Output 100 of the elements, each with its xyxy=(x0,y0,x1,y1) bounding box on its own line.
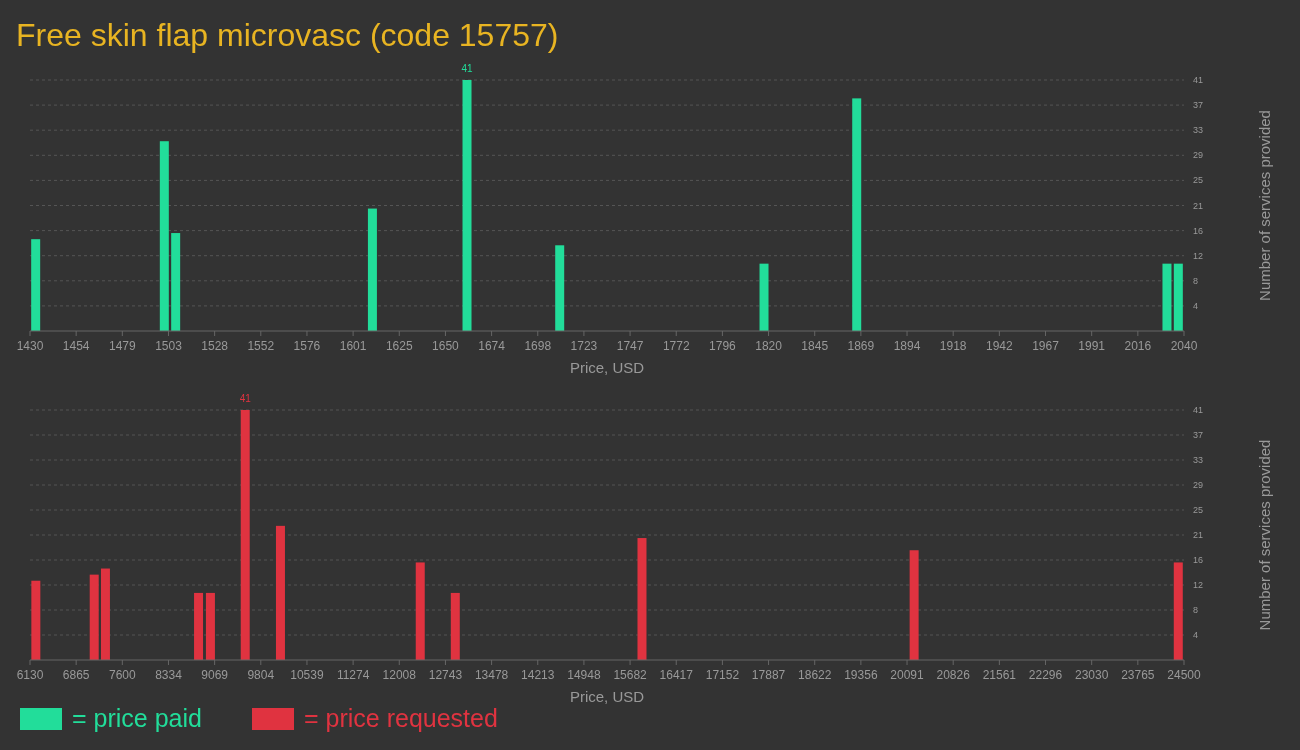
y-tick-label: 29 xyxy=(1193,480,1204,490)
bar xyxy=(159,141,169,331)
x-tick-label: 10539 xyxy=(290,668,324,682)
y-tick-label: 12 xyxy=(1193,580,1204,590)
y-tick-label: 21 xyxy=(1193,530,1204,540)
x-tick-label: 8334 xyxy=(155,668,183,682)
x-tick-label: 2016 xyxy=(1124,339,1152,353)
x-tick-label: 11274 xyxy=(336,668,370,682)
bar xyxy=(1162,263,1172,331)
bar xyxy=(759,263,769,331)
x-tick-label: 1942 xyxy=(986,339,1014,353)
bar xyxy=(31,239,41,331)
x-tick-label: 1528 xyxy=(201,339,229,353)
x-tick-label: 1601 xyxy=(339,339,367,353)
x-tick-label: 2040 xyxy=(1170,339,1198,353)
x-tick-label: 20091 xyxy=(890,668,925,682)
x-tick-label: 1820 xyxy=(755,339,783,353)
y-tick-label: 41 xyxy=(1193,75,1204,85)
bar xyxy=(450,592,460,660)
x-tick-label: 1479 xyxy=(108,339,136,353)
bar xyxy=(462,80,472,331)
x-tick-label: 1650 xyxy=(432,339,460,353)
x-tick-label: 20826 xyxy=(936,668,971,682)
y-tick-label: 8 xyxy=(1193,605,1199,615)
x-tick-label: 23765 xyxy=(1121,668,1155,682)
y-tick-label: 12 xyxy=(1193,250,1204,261)
x-tick-label: 21561 xyxy=(982,668,1017,682)
x-tick-label: 1698 xyxy=(524,339,552,353)
y-tick-label: 25 xyxy=(1193,505,1204,515)
bar xyxy=(1173,562,1183,660)
x-tick-label: 15682 xyxy=(613,668,648,682)
y-tick-label: 16 xyxy=(1193,555,1204,565)
y-tick-label: 29 xyxy=(1193,150,1204,161)
x-tick-label: 1576 xyxy=(293,339,321,353)
x-tick-label: 12743 xyxy=(428,668,463,682)
y-tick-label: 16 xyxy=(1193,225,1204,236)
x-tick-label: 12008 xyxy=(382,668,417,682)
bar xyxy=(852,98,862,331)
x-tick-label: 1967 xyxy=(1032,339,1060,353)
x-tick-label: 19356 xyxy=(844,668,878,682)
x-tick-label: 1674 xyxy=(478,339,506,353)
y-axis-title: Number of services provided xyxy=(1256,439,1273,631)
legend-label: = price requested xyxy=(304,704,498,732)
x-tick-label: 1625 xyxy=(385,339,413,353)
x-tick-label: 18622 xyxy=(798,668,832,682)
x-tick-label: 14948 xyxy=(567,668,601,682)
x-tick-label: 1991 xyxy=(1078,339,1106,353)
x-tick-label: 1503 xyxy=(155,339,183,353)
bar xyxy=(31,580,41,660)
bar xyxy=(194,592,204,660)
x-tick-label: 1747 xyxy=(616,339,644,353)
y-tick-label: 4 xyxy=(1193,630,1199,640)
x-tick-label: 1918 xyxy=(939,339,967,353)
x-axis-title: Price, USD xyxy=(569,688,645,705)
y-tick-label: 8 xyxy=(1193,275,1199,286)
x-tick-label: 22296 xyxy=(1028,668,1063,682)
bar xyxy=(637,538,647,660)
bar xyxy=(240,410,250,660)
y-axis-title: Number of services provided xyxy=(1256,110,1273,301)
bar xyxy=(415,562,425,660)
x-tick-label: 1894 xyxy=(893,339,921,353)
y-tick-label: 41 xyxy=(1193,405,1204,415)
x-tick-label: 16417 xyxy=(659,668,694,682)
bar xyxy=(100,568,110,660)
x-tick-label: 1772 xyxy=(662,339,690,353)
x-tick-label: 1845 xyxy=(801,339,829,353)
data-label: 41 xyxy=(239,393,252,404)
chart-title: Free skin flap microvasc (code 15757) xyxy=(16,17,559,53)
x-tick-label: 1430 xyxy=(16,339,44,353)
bar xyxy=(275,525,285,660)
y-tick-label: 33 xyxy=(1193,125,1204,136)
bar xyxy=(367,208,377,331)
y-tick-label: 25 xyxy=(1193,175,1204,186)
x-tick-label: 7600 xyxy=(108,668,136,682)
x-tick-label: 6130 xyxy=(16,668,44,682)
x-axis-title: Price, USD xyxy=(569,359,645,376)
y-tick-label: 33 xyxy=(1193,455,1204,465)
bar xyxy=(205,592,215,660)
y-tick-label: 37 xyxy=(1193,430,1204,440)
x-tick-label: 1796 xyxy=(709,339,737,353)
bar xyxy=(171,233,181,331)
x-tick-label: 23030 xyxy=(1074,668,1109,682)
y-tick-label: 21 xyxy=(1193,200,1204,211)
bar xyxy=(89,574,99,660)
x-tick-label: 9804 xyxy=(247,668,275,682)
y-tick-label: 37 xyxy=(1193,100,1204,111)
bar xyxy=(1173,263,1183,331)
x-tick-label: 6865 xyxy=(62,668,90,682)
data-label: 41 xyxy=(461,63,474,74)
x-tick-label: 9069 xyxy=(201,668,229,682)
x-tick-label: 1869 xyxy=(847,339,875,353)
x-tick-label: 1454 xyxy=(62,339,90,353)
x-tick-label: 1723 xyxy=(570,339,598,353)
bar xyxy=(909,550,919,660)
x-tick-label: 17152 xyxy=(705,668,740,682)
legend-label: = price paid xyxy=(72,704,202,732)
x-tick-label: 17887 xyxy=(751,668,786,682)
x-tick-label: 24500 xyxy=(1167,668,1202,682)
x-tick-label: 1552 xyxy=(247,339,275,353)
bar xyxy=(555,245,565,331)
